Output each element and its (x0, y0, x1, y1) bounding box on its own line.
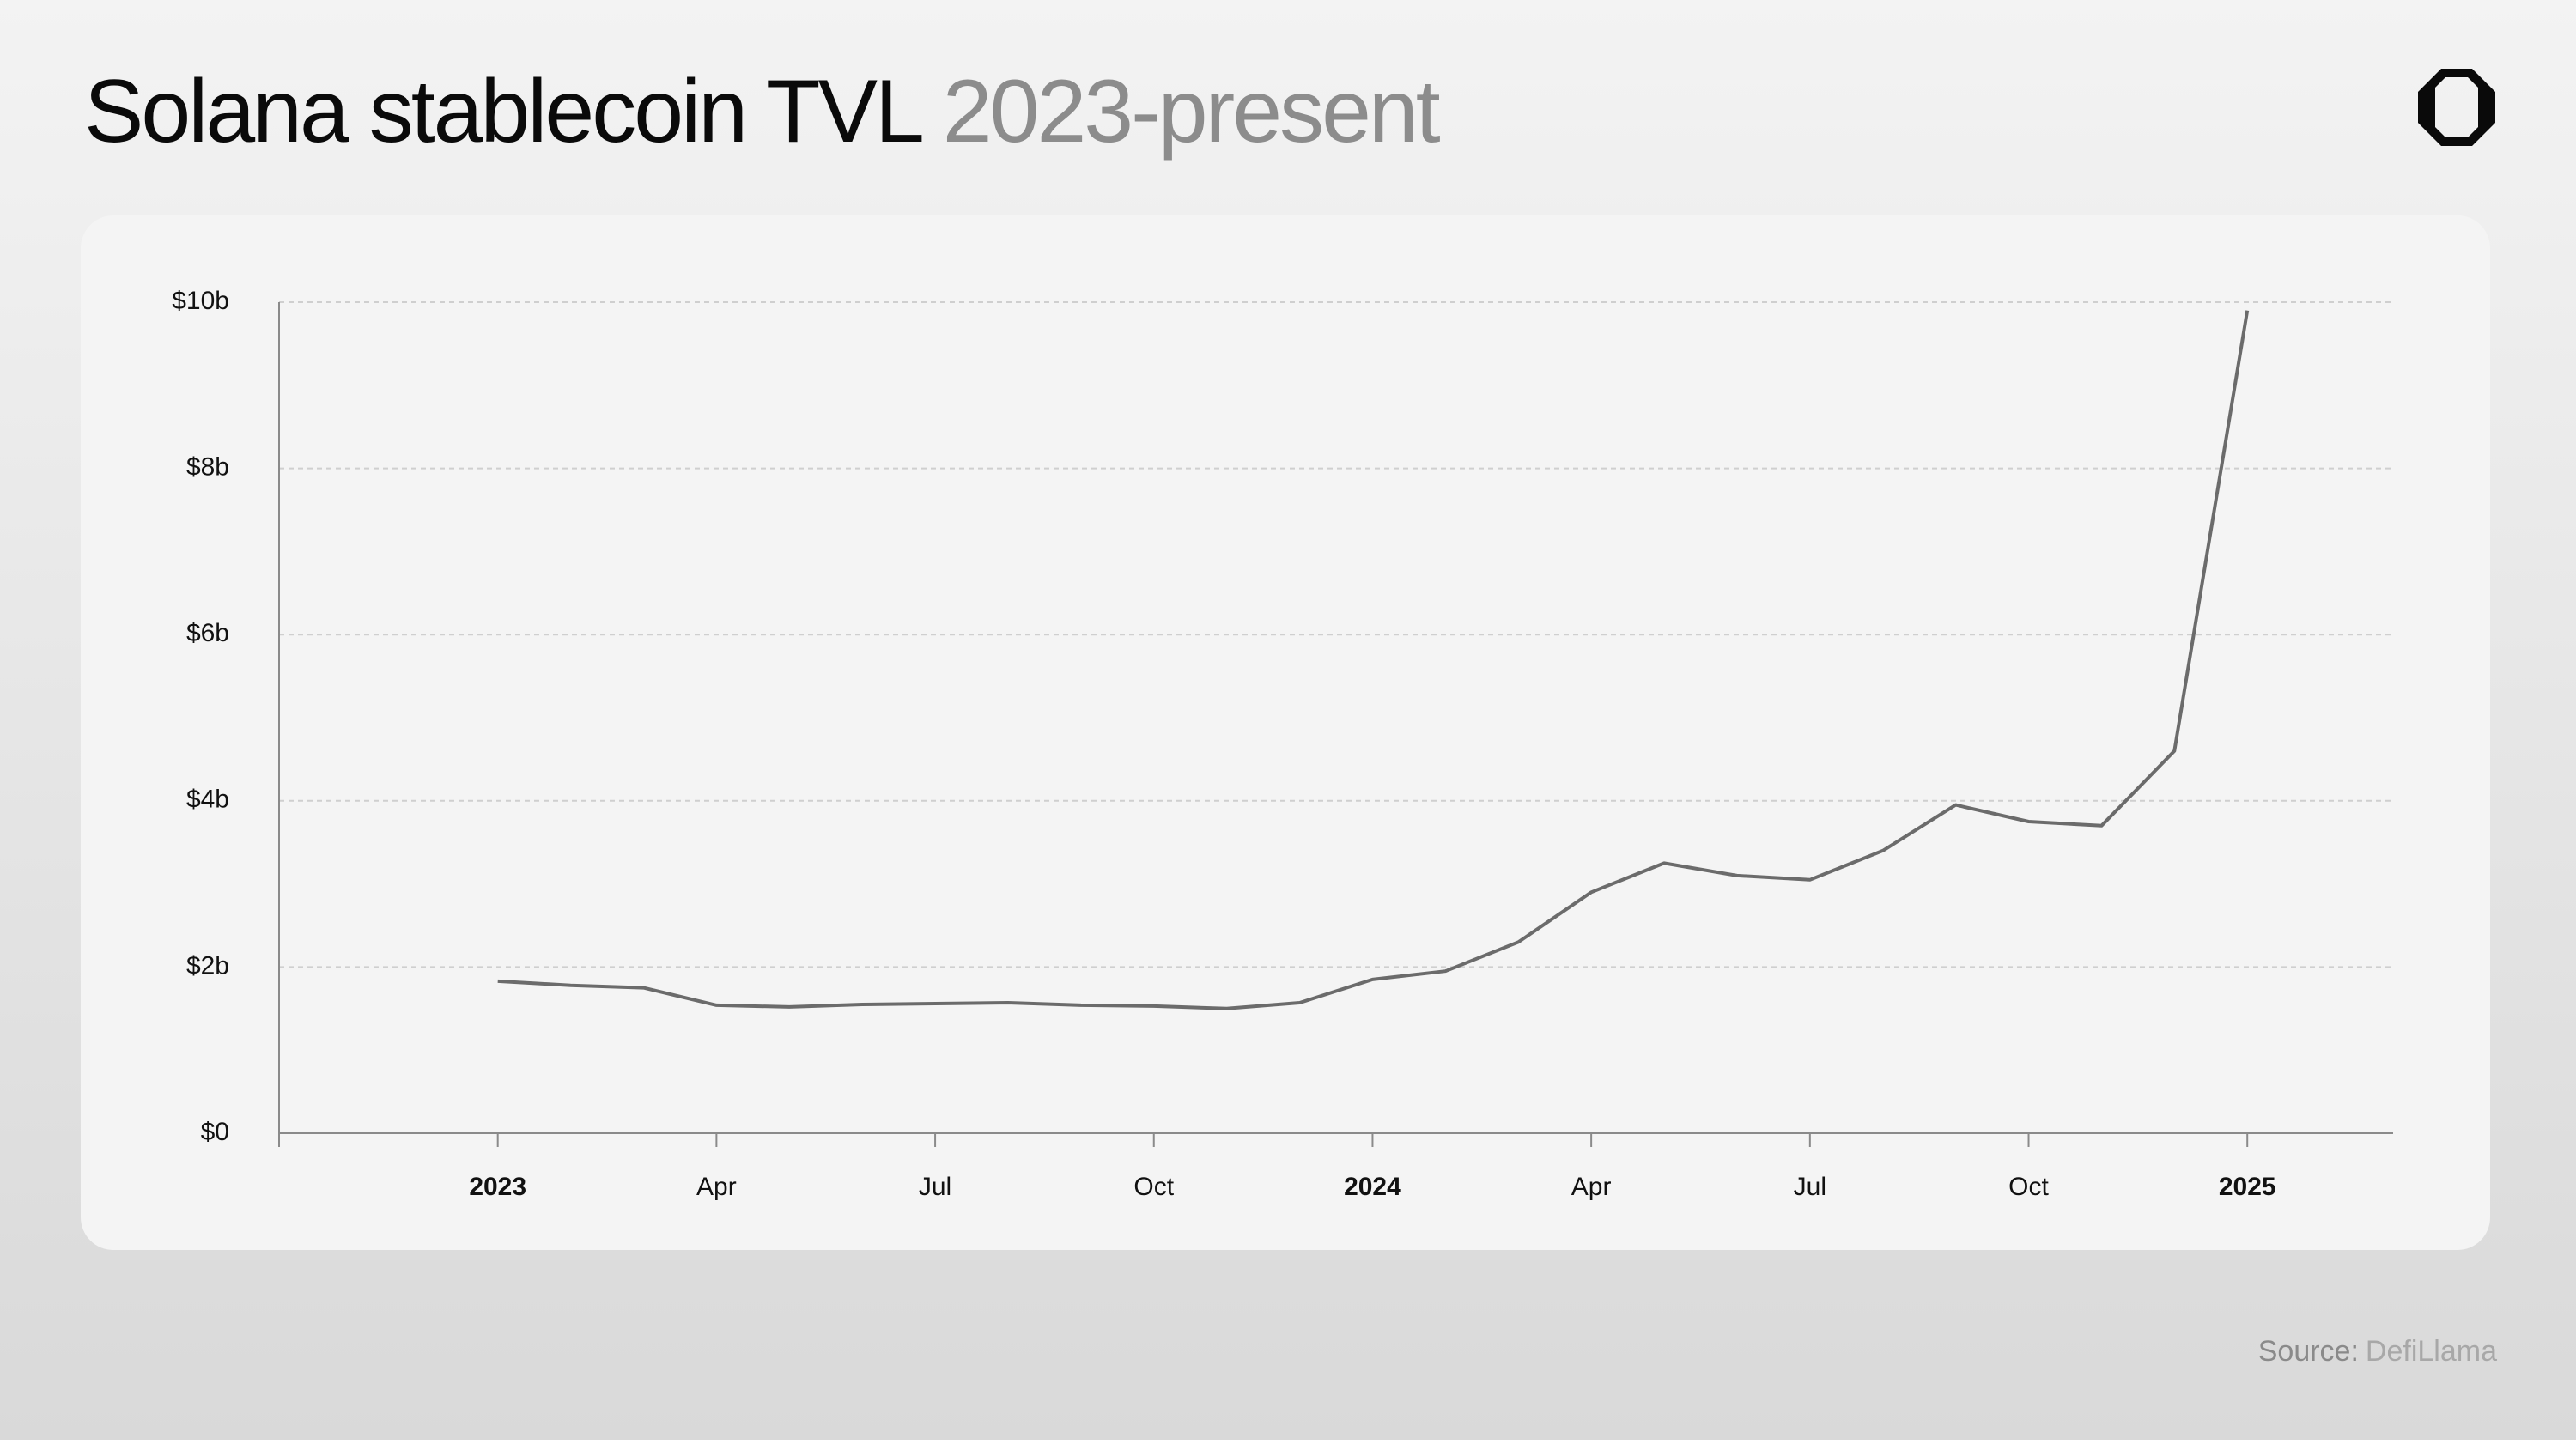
x-tick-label: Apr (696, 1173, 737, 1201)
x-tick-label: Oct (2008, 1173, 2049, 1201)
y-tick-label: $8b (186, 453, 229, 482)
logo (2418, 69, 2495, 146)
source: Source: DefiLlama (2258, 1335, 2497, 1368)
chart-subtitle: 2023-present (943, 62, 1441, 161)
y-tick-label: $6b (186, 619, 229, 647)
y-tick-label: $2b (186, 951, 229, 980)
x-tick-label: 2024 (1344, 1173, 1401, 1201)
x-tick-label: Apr (1571, 1173, 1612, 1201)
x-tick-label: Jul (1794, 1173, 1826, 1201)
x-tick-label: Jul (919, 1173, 951, 1201)
chart-card (81, 215, 2490, 1250)
source-label: Source: (2258, 1335, 2359, 1368)
x-tick-label: 2025 (2219, 1173, 2276, 1201)
x-tick-label: 2023 (469, 1173, 526, 1201)
data-line (497, 310, 2250, 1010)
y-tick-label: $0 (201, 1118, 229, 1146)
y-tick-label: $4b (186, 786, 229, 814)
chart-title: Solana stablecoin TVL (84, 62, 922, 161)
chart-heading: Solana stablecoin TVL 2023-present (84, 62, 1441, 161)
x-tick-label: Oct (1133, 1173, 1174, 1201)
source-value: DefiLlama (2366, 1335, 2497, 1368)
y-tick-label: $10b (172, 287, 229, 315)
